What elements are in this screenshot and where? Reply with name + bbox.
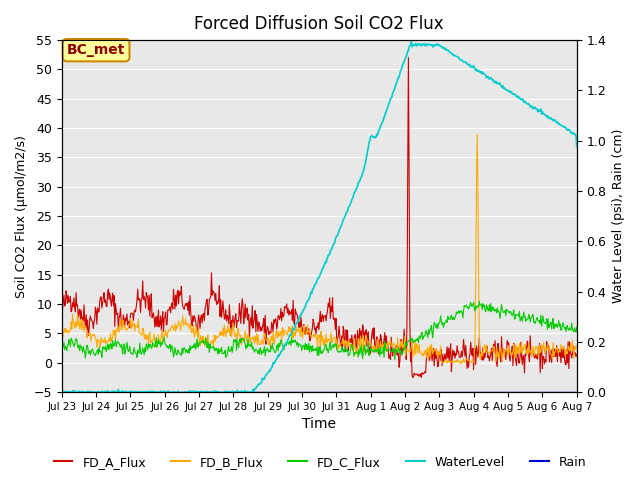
X-axis label: Time: Time <box>302 418 336 432</box>
FD_C_Flux <box>381 345 389 351</box>
Text: BC_met: BC_met <box>67 43 125 57</box>
FD_A_Flux <box>573 351 580 357</box>
FD_C_Flux <box>573 324 580 330</box>
Rain <box>58 389 66 395</box>
FD_B_Flux <box>58 338 66 344</box>
Line: FD_C_Flux: FD_C_Flux <box>62 301 577 360</box>
WaterLevel <box>397 67 405 72</box>
Line: WaterLevel: WaterLevel <box>62 42 577 394</box>
FD_B_Flux <box>457 361 465 367</box>
FD_A_Flux <box>120 316 128 322</box>
FD_A_Flux <box>200 311 207 316</box>
WaterLevel <box>200 389 208 395</box>
FD_C_Flux <box>391 357 399 362</box>
WaterLevel <box>81 391 88 397</box>
Rain <box>573 389 580 395</box>
FD_A_Flux <box>67 309 75 314</box>
WaterLevel <box>121 389 129 395</box>
WaterLevel <box>67 389 75 395</box>
Title: Forced Diffusion Soil CO2 Flux: Forced Diffusion Soil CO2 Flux <box>195 15 444 33</box>
Rain <box>200 389 207 395</box>
FD_C_Flux <box>58 343 66 349</box>
WaterLevel <box>58 388 66 394</box>
FD_B_Flux <box>397 338 404 344</box>
FD_B_Flux <box>67 318 75 324</box>
WaterLevel <box>173 390 181 396</box>
Y-axis label: Soil CO2 Flux (μmol/m2/s): Soil CO2 Flux (μmol/m2/s) <box>15 135 28 298</box>
FD_A_Flux <box>173 303 180 309</box>
Rain <box>173 389 180 395</box>
FD_A_Flux <box>404 55 412 60</box>
WaterLevel <box>573 144 580 149</box>
FD_A_Flux <box>381 343 389 349</box>
Rain <box>67 389 75 395</box>
FD_B_Flux <box>173 323 180 329</box>
FD_A_Flux <box>397 338 404 344</box>
FD_C_Flux <box>397 351 405 357</box>
FD_B_Flux <box>120 325 128 331</box>
Y-axis label: Water Level (psi), Rain (cm): Water Level (psi), Rain (cm) <box>612 129 625 303</box>
Rain <box>120 389 128 395</box>
FD_C_Flux <box>200 339 207 345</box>
FD_B_Flux <box>474 131 481 137</box>
FD_C_Flux <box>67 335 75 341</box>
FD_B_Flux <box>381 345 389 350</box>
FD_B_Flux <box>200 336 207 342</box>
FD_B_Flux <box>573 346 580 351</box>
FD_A_Flux <box>58 304 66 310</box>
Line: FD_B_Flux: FD_B_Flux <box>62 134 577 364</box>
WaterLevel <box>408 39 415 45</box>
FD_C_Flux <box>173 352 180 358</box>
FD_A_Flux <box>409 375 417 381</box>
FD_C_Flux <box>476 299 483 304</box>
WaterLevel <box>382 108 390 114</box>
Legend: FD_A_Flux, FD_B_Flux, FD_C_Flux, WaterLevel, Rain: FD_A_Flux, FD_B_Flux, FD_C_Flux, WaterLe… <box>49 451 591 474</box>
FD_C_Flux <box>120 341 128 347</box>
Rain <box>397 389 404 395</box>
Line: FD_A_Flux: FD_A_Flux <box>62 58 577 378</box>
Rain <box>381 389 389 395</box>
